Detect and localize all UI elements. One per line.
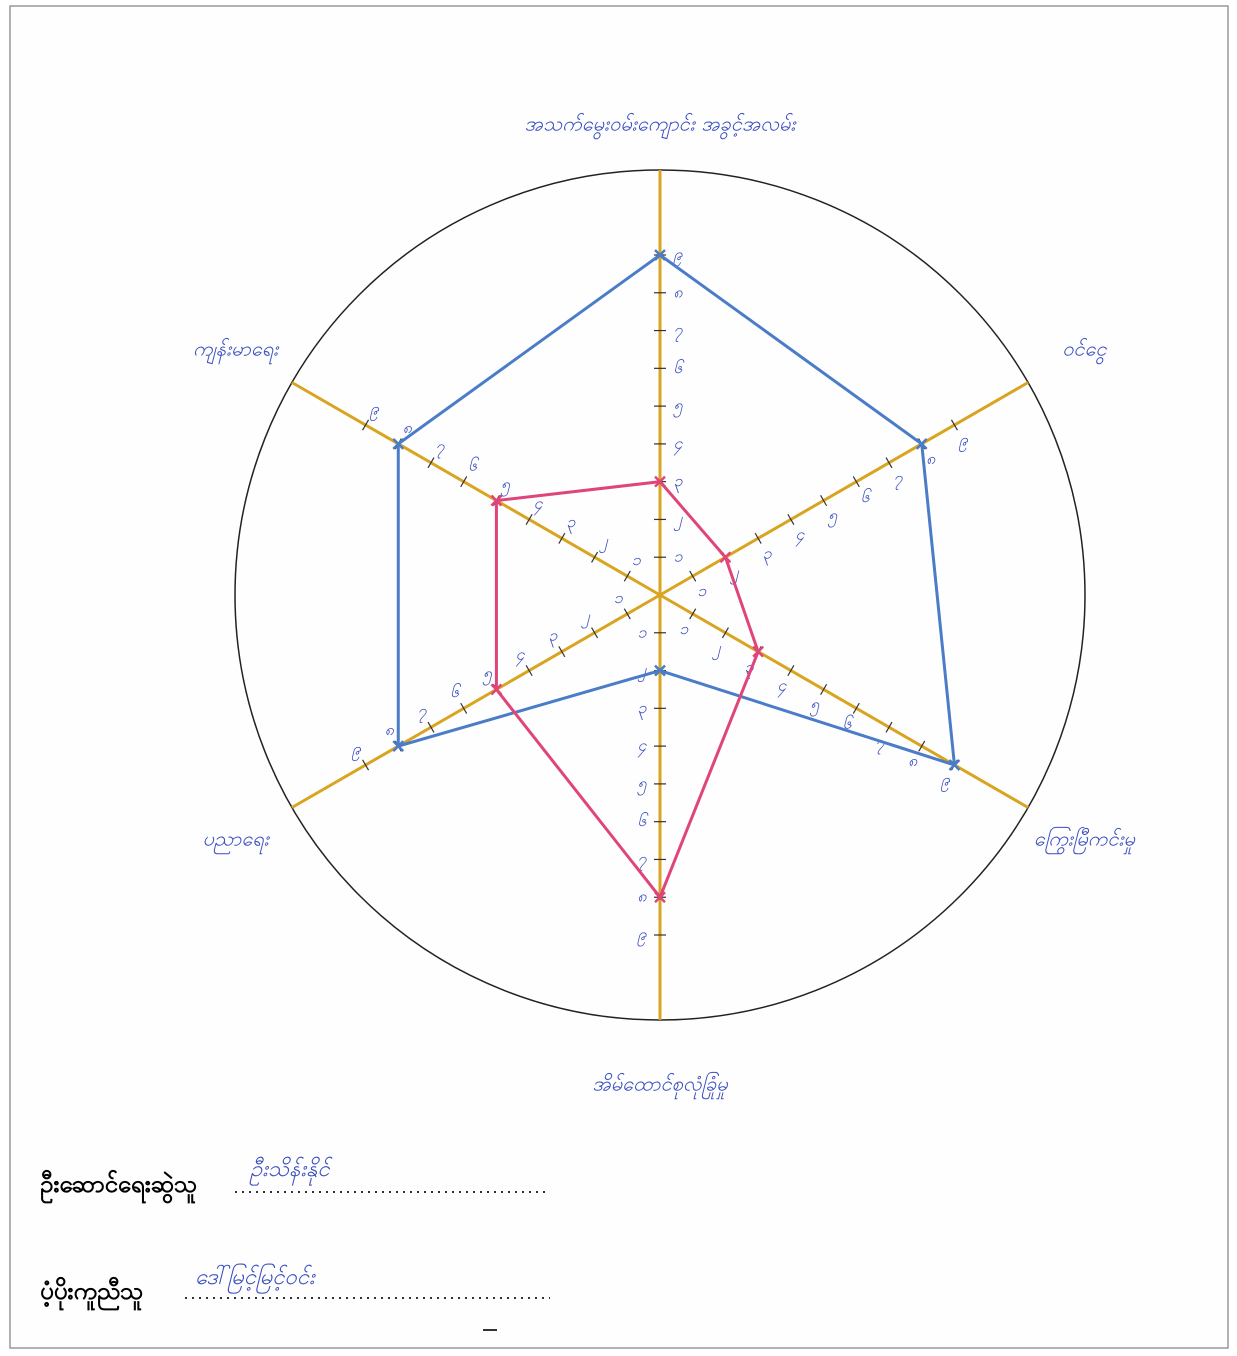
axis-label: အိမ်ထောင်စုလုံခြုံမှု [592, 1072, 728, 1100]
axis-label: ကျန်းမာရေး [193, 337, 280, 365]
axis-label: ပညာရေး [202, 827, 270, 855]
tick-label: ၁ [679, 619, 689, 638]
tick-label: ၈ [926, 449, 936, 468]
tick-label: ၁ [697, 581, 707, 600]
field-value: ဦးသိန်းနိုင် [249, 1156, 333, 1186]
tick-label: ၁ [638, 622, 648, 641]
tick-label: ၁ [632, 550, 642, 569]
tick-label: ၁ [674, 547, 684, 566]
axis-label: ကြွေးမြီကင်းမှု [1034, 827, 1136, 855]
axis-label: အသက်မွေးဝမ်းကျောင်း အခွင့်အလမ်း [524, 112, 797, 140]
sheet: ဦးဆောင်ရေးဆွဲသူ ဦးသိန်းနိုင် ပံ့ပိုးကူညီ… [0, 0, 1237, 1356]
page: ဦးဆောင်ရေးဆွဲသူ ဦးသိန်းနိုင် ပံ့ပိုးကူညီ… [0, 0, 1237, 1356]
tick-label: ၈ [385, 720, 395, 739]
page-border [10, 6, 1228, 1348]
tick-label: ၁ [614, 588, 624, 607]
field-value: ဒေါ်မြင့်မြင့်ဝင်း [195, 1263, 316, 1294]
tick-label: ၈ [673, 282, 683, 301]
axis-label: ဝင်ငွေ [1062, 337, 1107, 365]
tick-label: ၈ [637, 887, 647, 906]
